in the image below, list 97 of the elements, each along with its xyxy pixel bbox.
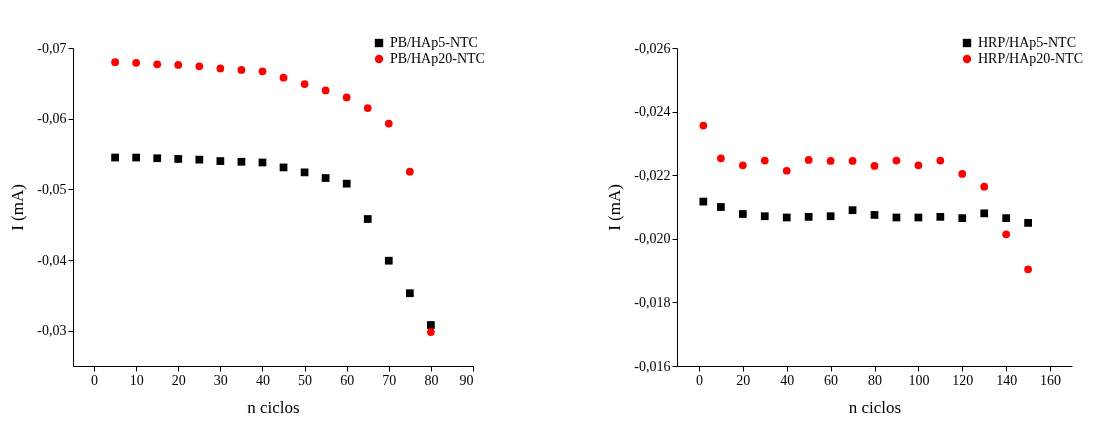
legend-label: PB/HAp20-NTC <box>390 51 485 66</box>
point <box>111 153 119 162</box>
point <box>958 170 967 178</box>
point <box>363 104 372 112</box>
point <box>699 121 708 130</box>
y-tick-label: -0,020 <box>634 231 671 247</box>
x-tick-label: 80 <box>868 372 882 388</box>
point <box>195 62 204 71</box>
point <box>892 156 901 165</box>
point <box>1002 214 1011 222</box>
point <box>936 156 945 165</box>
point <box>342 179 351 188</box>
y-axis-title: I (mA) <box>8 184 28 231</box>
y-tick-label: -0,04 <box>37 252 67 268</box>
point <box>279 73 288 82</box>
point <box>804 156 813 164</box>
point <box>870 162 879 170</box>
point <box>826 157 835 165</box>
point <box>1002 230 1011 239</box>
x-tick-label: 80 <box>424 372 439 388</box>
point <box>132 153 141 162</box>
point <box>1024 219 1032 227</box>
point <box>870 211 879 219</box>
y-tick-label: -0,016 <box>634 358 671 374</box>
point <box>848 157 857 165</box>
point <box>237 157 246 166</box>
point <box>216 157 225 165</box>
point <box>848 206 857 215</box>
y-tick-label: -0,022 <box>634 167 671 183</box>
y-tick-label: -0,018 <box>634 294 671 310</box>
legend-label: HRP/HAp20-NTC <box>978 51 1084 66</box>
point <box>980 182 989 191</box>
point <box>782 166 791 175</box>
y-tick-label: -0,07 <box>37 40 67 56</box>
point <box>958 214 967 222</box>
point <box>153 154 162 163</box>
x-tick-label: 90 <box>459 372 474 388</box>
point <box>321 86 330 95</box>
point <box>826 212 835 221</box>
point <box>804 212 813 221</box>
point <box>342 93 351 102</box>
y-axis-title: I (mA) <box>605 184 625 231</box>
point <box>760 212 769 221</box>
y-tick-label: -0,05 <box>37 181 67 197</box>
point <box>153 60 162 69</box>
x-tick-label: 40 <box>780 372 795 388</box>
x-axis-title: n ciclos <box>247 397 300 417</box>
point <box>980 209 989 218</box>
x-tick-label: 70 <box>382 372 397 388</box>
point <box>384 119 393 128</box>
point <box>405 167 414 176</box>
x-tick-label: 60 <box>824 372 839 388</box>
point <box>738 161 747 170</box>
x-tick-label: 10 <box>129 372 144 388</box>
x-tick-label: 160 <box>1040 372 1062 388</box>
y-tick-label: -0,024 <box>634 104 671 120</box>
x-tick-label: 0 <box>91 372 99 388</box>
point <box>384 256 393 265</box>
point <box>427 328 435 336</box>
y-tick-label: -0,06 <box>37 111 67 127</box>
x-tick-label: 120 <box>952 372 974 388</box>
x-tick-label: 20 <box>171 372 186 388</box>
point <box>195 155 204 164</box>
point <box>1024 265 1032 274</box>
point <box>914 161 923 170</box>
point <box>258 67 267 76</box>
point <box>717 203 725 211</box>
point <box>738 210 747 218</box>
point <box>174 61 183 69</box>
legend-label: HRP/HAp5-NTC <box>978 35 1077 50</box>
point <box>936 212 945 221</box>
point <box>300 80 309 88</box>
point <box>237 66 246 74</box>
x-tick-label: 60 <box>340 372 355 388</box>
point <box>760 156 769 165</box>
point <box>321 174 330 182</box>
x-tick-label: 140 <box>996 372 1018 388</box>
point <box>363 215 372 223</box>
x-tick-label: 30 <box>213 372 228 388</box>
x-axis-title: n ciclos <box>848 397 902 417</box>
point <box>699 197 708 206</box>
y-tick-label: -0,03 <box>37 323 67 339</box>
point <box>782 213 791 222</box>
x-tick-label: 50 <box>298 372 313 388</box>
point <box>405 289 414 298</box>
x-tick-label: 20 <box>736 372 751 388</box>
legend-label: PB/HAp5-NTC <box>390 35 478 50</box>
point <box>427 321 435 329</box>
x-tick-label: 100 <box>908 372 930 388</box>
point <box>174 155 183 163</box>
x-tick-label: 0 <box>695 372 703 388</box>
point <box>717 154 725 163</box>
point <box>216 64 225 73</box>
y-tick-label: -0,026 <box>634 40 671 56</box>
point <box>132 58 141 67</box>
point <box>111 58 119 66</box>
x-tick-label: 40 <box>255 372 270 388</box>
